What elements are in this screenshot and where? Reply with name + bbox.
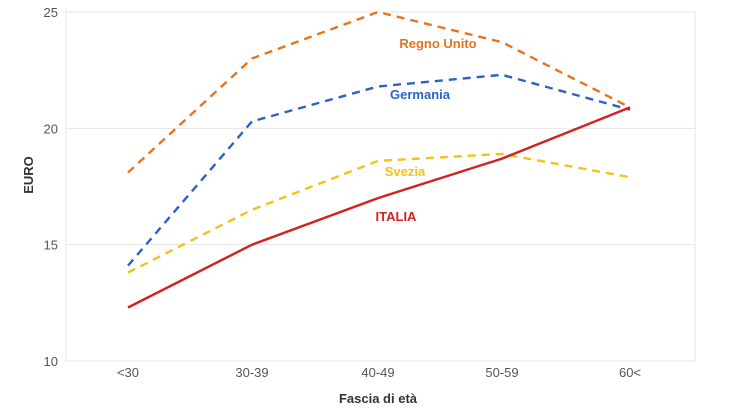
- x-axis-ticks: <30 30-39 40-49 50-59 60<: [117, 365, 641, 380]
- series-label: ITALIA: [376, 209, 418, 224]
- grid-lines: [65, 8, 696, 362]
- x-tick-label: 50-59: [485, 365, 518, 380]
- y-tick-label: 15: [44, 238, 58, 253]
- x-tick-label: 60<: [619, 365, 641, 380]
- series-labels: Regno Unito Germania Svezia ITALIA: [376, 36, 477, 224]
- series-label: Germania: [390, 87, 451, 102]
- y-axis-ticks: 10 15 20 25: [44, 5, 58, 369]
- series-label: Svezia: [385, 164, 426, 179]
- x-tick-label: 30-39: [235, 365, 268, 380]
- y-axis-title: EURO: [21, 156, 36, 194]
- series-lines: [127, 10, 631, 309]
- series-line-italia: [127, 106, 631, 309]
- x-tick-label: <30: [117, 365, 139, 380]
- series-line-regno-unito: [127, 10, 631, 174]
- y-tick-label: 25: [44, 5, 58, 20]
- x-tick-label: 40-49: [361, 365, 394, 380]
- series-line-germania: [127, 73, 631, 267]
- series-label: Regno Unito: [399, 36, 476, 51]
- y-tick-label: 20: [44, 121, 58, 136]
- x-axis-title: Fascia di età: [339, 391, 418, 406]
- y-tick-label: 10: [44, 354, 58, 369]
- series-line-svezia: [127, 152, 631, 274]
